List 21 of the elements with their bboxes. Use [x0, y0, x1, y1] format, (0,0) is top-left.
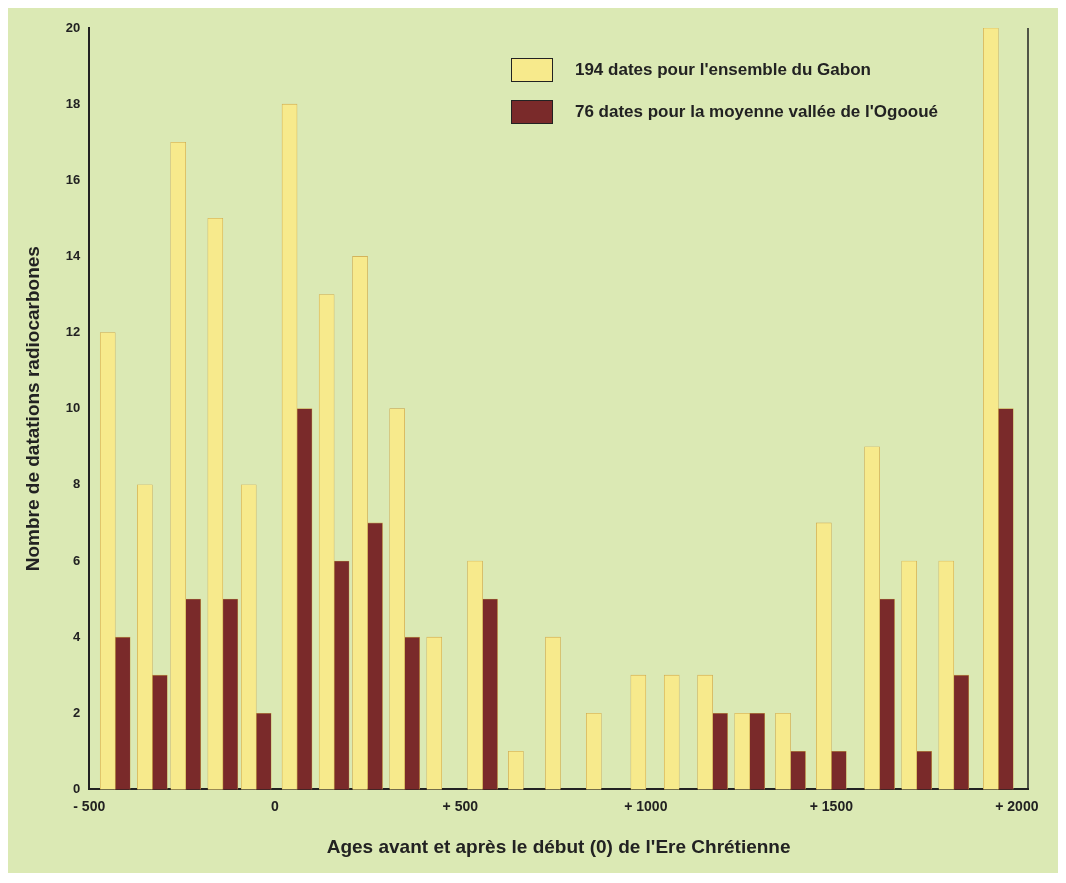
x-tick-label: + 1500 — [809, 797, 854, 814]
x-tick-label: + 1000 — [624, 797, 668, 814]
y-tick-label: 6 — [73, 552, 81, 568]
x-tick-label: - 500 — [73, 797, 106, 814]
x-tick-label: + 2000 — [995, 797, 1039, 814]
y-tick-label: 12 — [65, 324, 81, 340]
legend-label: 76 dates pour la moyenne vallée de l'Ogooué — [574, 102, 938, 122]
y-tick-label: 18 — [65, 95, 81, 111]
y-tick-label: 0 — [73, 780, 81, 796]
y-axis-title: Nombre de datations radiocarbones — [21, 246, 43, 572]
x-axis-title: Ages avant et après le début (0) de l'Ere Chrétienne — [326, 835, 791, 857]
y-tick-label: 14 — [65, 248, 82, 263]
y-tick-label: 20 — [65, 19, 81, 35]
x-tick-label: + 500 — [442, 797, 479, 814]
y-tick-label: 2 — [73, 704, 81, 720]
x-tick-label: 0 — [270, 797, 279, 814]
y-tick-label: 8 — [73, 476, 81, 492]
legend-label: 194 dates pour l'ensemble du Gabon — [574, 60, 871, 80]
y-tick-label: 4 — [73, 628, 82, 644]
y-tick-label: 10 — [65, 400, 81, 416]
y-tick-label: 16 — [65, 171, 81, 187]
